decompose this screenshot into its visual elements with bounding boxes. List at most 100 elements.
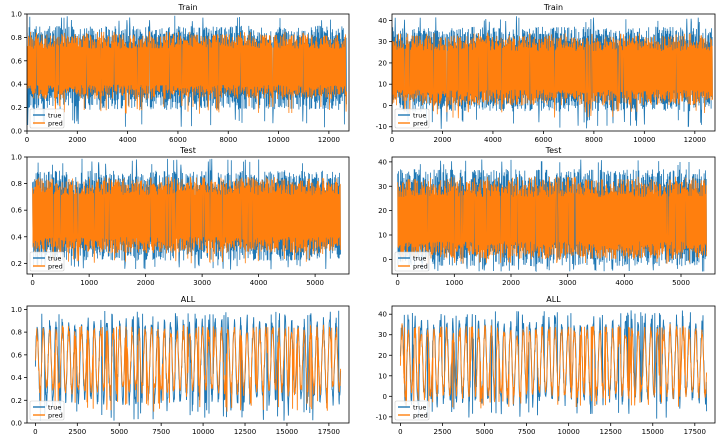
y-tick-label: 0.0 [11, 128, 22, 136]
y-tick-label: 0.0 [11, 420, 22, 428]
y-tick-label: 40 [378, 17, 387, 25]
y-tick-label: 0.8 [11, 329, 22, 337]
axes-frame [391, 156, 716, 275]
y-tick-label: 0.2 [11, 104, 22, 112]
x-tick-label: 4000 [119, 136, 137, 144]
x-tick-label: 1000 [445, 279, 463, 287]
y-tick-label: 20 [378, 207, 387, 215]
legend-label-pred: pred [48, 411, 63, 419]
y-tick-label: 0.4 [11, 374, 23, 382]
axes-frame [26, 13, 350, 132]
x-tick-label: 12500 [600, 428, 622, 436]
y-tick-label: 20 [378, 352, 387, 360]
legend-label-pred: pred [413, 411, 428, 419]
subplot-4: 0 1000 2000 3000 4000 5000 0 10 20 30 40 Test truepr… [378, 146, 716, 287]
x-tick-label: 2000 [137, 279, 155, 287]
legend-label-pred: pred [413, 262, 428, 270]
legend-label-pred: pred [48, 119, 63, 127]
y-tick-label: -10 [376, 123, 387, 131]
series-line-pred [392, 32, 713, 119]
x-tick-label: 5000 [306, 279, 324, 287]
axes-frame [26, 305, 350, 424]
legend-label-pred: pred [413, 119, 428, 127]
series-line-pred [32, 176, 341, 264]
y-tick-label: 0 [383, 393, 387, 401]
series-line-pred [397, 176, 707, 264]
x-tick-label: 15000 [276, 428, 298, 436]
subplot-title: ALL [546, 295, 561, 304]
axes-frame [391, 13, 716, 132]
x-tick-label: 2500 [434, 428, 452, 436]
x-tick-label: 8000 [219, 136, 237, 144]
x-tick-label: 12000 [318, 136, 340, 144]
y-tick-label: 0.6 [11, 207, 23, 215]
series-line-pred [399, 323, 708, 409]
x-tick-label: 12000 [684, 136, 706, 144]
y-tick-label: 1.0 [11, 11, 22, 19]
y-tick-label: 10 [378, 81, 387, 89]
x-tick-label: 3000 [193, 279, 211, 287]
x-tick-label: 0 [25, 136, 29, 144]
x-tick-label: 8000 [585, 136, 603, 144]
subplot-title: Train [177, 3, 197, 12]
x-tick-label: 6000 [534, 136, 552, 144]
x-tick-label: 17500 [318, 428, 340, 436]
y-tick-label: 1.0 [11, 154, 22, 162]
axes-frame [26, 156, 350, 275]
x-tick-label: 2000 [434, 136, 452, 144]
x-tick-label: 4000 [484, 136, 502, 144]
y-tick-label: 1.0 [11, 306, 22, 314]
subplot-title: Test [179, 146, 196, 155]
x-tick-label: 2000 [68, 136, 86, 144]
x-tick-label: 6000 [169, 136, 187, 144]
y-tick-label: 20 [378, 59, 387, 67]
x-tick-label: 4000 [615, 279, 633, 287]
x-tick-label: 0 [30, 279, 34, 287]
y-tick-label: 10 [378, 232, 387, 240]
y-tick-label: 0.4 [11, 81, 23, 89]
subplot-3: 0 1000 2000 3000 4000 5000 0.2 0.4 0.6 0.8 1.0 Test… [11, 146, 350, 287]
x-tick-label: 17500 [684, 428, 706, 436]
x-tick-label: 4000 [250, 279, 268, 287]
x-tick-label: 10000 [192, 428, 214, 436]
y-tick-label: 0.8 [11, 34, 22, 42]
y-tick-label: 30 [378, 183, 387, 191]
legend-label-true: true [413, 111, 426, 119]
legend-label-true: true [48, 111, 61, 119]
subplot-title: Test [545, 146, 562, 155]
x-tick-label: 1000 [80, 279, 98, 287]
series-line-pred [27, 31, 347, 114]
x-tick-label: 0 [398, 428, 402, 436]
axes-frame [391, 305, 716, 424]
x-tick-label: 3000 [559, 279, 577, 287]
legend-label-true: true [48, 403, 61, 411]
x-tick-label: 7500 [518, 428, 536, 436]
y-tick-label: 40 [378, 158, 387, 166]
x-tick-label: 12500 [234, 428, 256, 436]
x-tick-label: 5000 [672, 279, 690, 287]
x-tick-label: 2000 [502, 279, 520, 287]
subplot-5: 0 2500 5000 7500 10000 12500 15000 17500 0.0 0.2 0… [11, 295, 350, 436]
x-tick-label: 0 [33, 428, 37, 436]
subplot-title: ALL [181, 295, 196, 304]
legend-label-true: true [413, 254, 426, 262]
legend-label-true: true [413, 403, 426, 411]
y-tick-label: 0.4 [11, 233, 23, 241]
x-tick-label: 2500 [68, 428, 86, 436]
y-tick-label: 0 [383, 256, 387, 264]
x-tick-label: 10000 [633, 136, 655, 144]
x-tick-label: 15000 [642, 428, 664, 436]
legend-label-true: true [48, 254, 61, 262]
x-tick-label: 10000 [558, 428, 580, 436]
y-tick-label: 30 [378, 38, 387, 46]
y-tick-label: 40 [378, 311, 387, 319]
y-tick-label: -10 [376, 413, 387, 421]
